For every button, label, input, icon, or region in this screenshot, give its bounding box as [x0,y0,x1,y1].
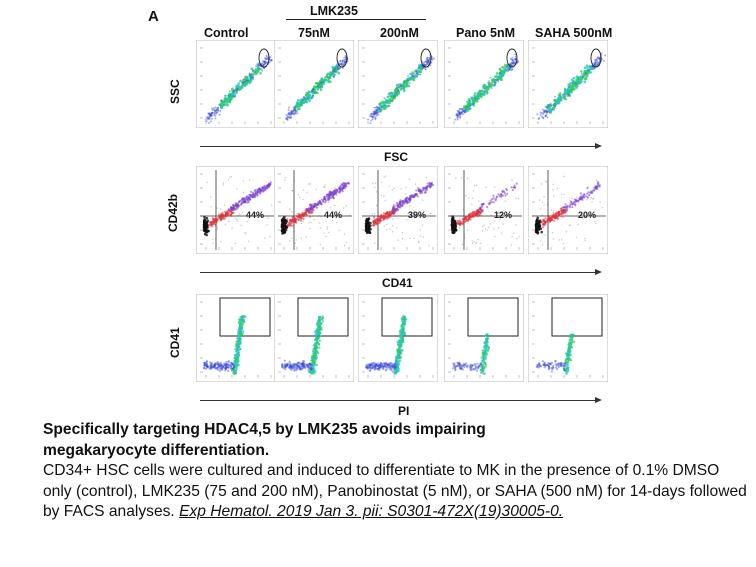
row3-x-axis-arrow [200,397,602,403]
facs-plot-r2-saha-500nm [528,166,608,254]
quadrant-percent: 44% [246,210,265,220]
panel-letter: A [148,8,159,25]
condition-header-saha: SAHA 500nM [535,26,613,40]
condition-header-control: Control [204,26,249,40]
facs-plot-r1-control [196,40,276,128]
condition-header-75nm: 75nM [298,26,330,40]
row1-x-axis-arrow [200,143,602,149]
facs-plot-r1-saha-500nm [528,40,608,128]
condition-header-pano: Pano 5nM [456,26,516,40]
facs-plot-r3-pano-5nm [444,294,524,382]
facs-plot-r3-75nm [274,294,354,382]
facs-plot-r2-pano-5nm [444,166,524,254]
quadrant-percent: 39% [408,210,427,220]
facs-plot-r3-control [196,294,276,382]
quadrant-percent: 44% [324,210,343,220]
quadrant-percent: 20% [578,210,597,220]
row3-ylabel: CD41 [168,327,182,358]
quadrant-percent: 12% [494,210,513,220]
facs-plot-r2-control [196,166,276,254]
lmk235-group-header: LMK235 [310,4,358,18]
facs-plot-r2-200nm [358,166,438,254]
facs-plot-r1-pano-5nm [444,40,524,128]
caption-title-line1: Specifically targeting HDAC4,5 by LMK235… [43,421,486,438]
facs-figure: A Control LMK235 75nM 200nM Pano 5nM SAH… [148,4,613,418]
figure-caption: Specifically targeting HDAC4,5 by LMK235… [43,420,748,523]
facs-plot-r2-75nm [274,166,354,254]
row2-x-axis-arrow [200,269,602,275]
row1-ylabel: SSC [168,79,182,104]
caption-body: CD34+ HSC cells were cultured and induce… [43,462,747,520]
caption-title-line2: megakaryocyte differentiation. [43,441,270,459]
facs-plot-r1-200nm [358,40,438,128]
facs-plot-r3-saha-500nm [528,294,608,382]
facs-plot-r1-75nm [274,40,354,128]
condition-header-200nm: 200nM [380,26,419,40]
row2-ylabel: CD42b [166,193,180,232]
row1-xlabel: FSC [384,150,408,164]
lmk235-bracket-line [286,19,426,20]
facs-plot-r3-200nm [358,294,438,382]
row2-xlabel: CD41 [382,276,413,290]
caption-reference[interactable]: Exp Hematol. 2019 Jan 3. pii: S0301-472X… [179,503,564,520]
row3-xlabel: PI [398,404,410,418]
